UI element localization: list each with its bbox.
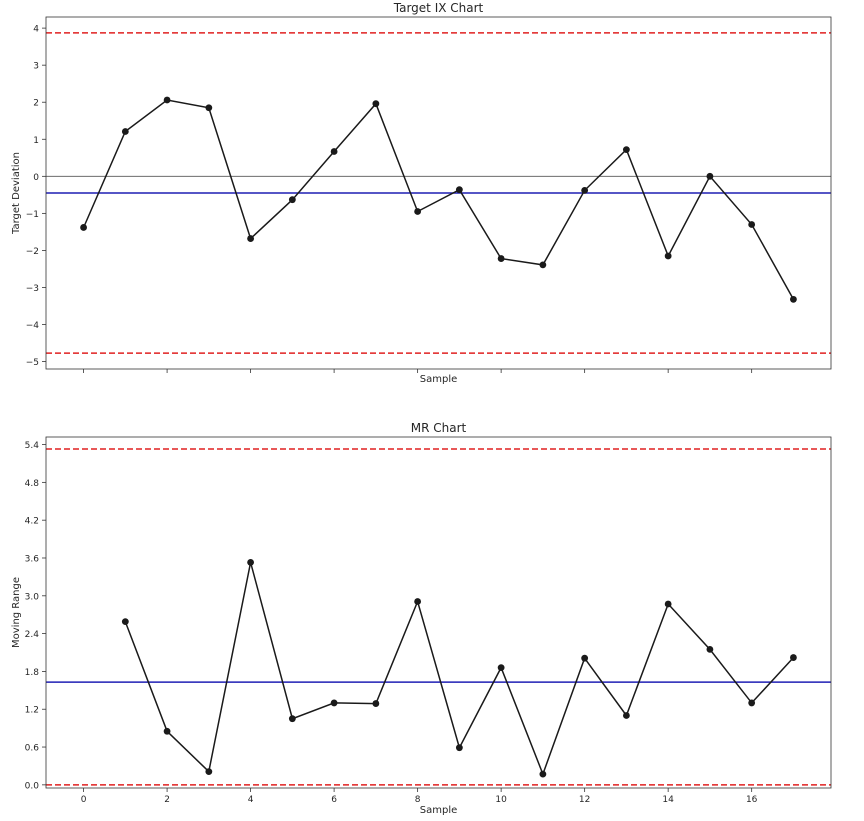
- y-tick-label: 5.4: [25, 441, 40, 451]
- y-tick-label: −1: [26, 210, 39, 220]
- x-tick-label: 10: [495, 795, 507, 805]
- data-point: [372, 100, 380, 108]
- y-tick-label: 1: [33, 136, 39, 146]
- data-point: [706, 645, 714, 653]
- data-point: [455, 186, 463, 194]
- y-tick-label: 0: [33, 173, 39, 183]
- data-point: [121, 618, 129, 626]
- chart-title: Target IX Chart: [393, 1, 484, 15]
- y-axis-label: Target Deviation: [11, 152, 22, 235]
- x-axis-label: Sample: [420, 374, 458, 385]
- plot-marks: −5 −4 −3 −2 −1 0 1 2 3 4: [26, 16, 832, 373]
- data-point: [664, 600, 672, 608]
- data-point: [372, 700, 380, 707]
- data-point: [414, 208, 422, 215]
- plot-marks: 0.0 0.6 1.2 1.8 2.4 3.0 3.6 4.2 4.8 5.4 0 2 4 6 8 10 12 1…: [25, 436, 832, 805]
- data-point: [414, 598, 422, 605]
- data-point: [581, 187, 589, 194]
- axes-frame: [45, 16, 832, 370]
- data-point: [163, 96, 171, 104]
- data-point: [163, 727, 171, 735]
- mr-chart: MR Chart Sample Moving Range 0.0 0.6 1.2 1.…: [11, 421, 832, 816]
- chart-title: MR Chart: [411, 421, 467, 435]
- y-tick-label: 3.0: [25, 592, 40, 602]
- y-tick-label: −5: [26, 358, 39, 368]
- y-tick-label: 1.8: [25, 668, 40, 678]
- x-tick-label: 8: [415, 795, 421, 805]
- data-point: [748, 699, 756, 707]
- data-point: [539, 770, 547, 778]
- data-point: [205, 104, 213, 112]
- data-point: [622, 712, 630, 719]
- data-point: [790, 295, 797, 303]
- y-tick-label: −2: [26, 247, 39, 257]
- x-tick-label: 0: [81, 795, 87, 805]
- axes-frame: [45, 436, 832, 789]
- target-ix-chart: Target IX Chart Sample Target Deviation …: [11, 1, 832, 385]
- data-point: [121, 128, 129, 135]
- x-tick-label: 14: [662, 795, 674, 805]
- y-tick-label: −4: [26, 321, 40, 331]
- y-tick-label: 3.6: [25, 554, 40, 564]
- data-point: [581, 654, 589, 662]
- y-tick-label: 0.6: [25, 744, 40, 754]
- x-tick-label: 6: [331, 795, 337, 805]
- data-point: [706, 172, 714, 180]
- x-tick-label: 16: [746, 795, 758, 805]
- x-tick-label: 12: [579, 795, 590, 805]
- data-series-line: [82, 99, 795, 300]
- data-point: [288, 196, 296, 204]
- data-point: [455, 744, 463, 752]
- data-point: [790, 654, 797, 661]
- y-tick-label: 2.4: [25, 630, 40, 640]
- y-tick-label: −3: [26, 284, 39, 294]
- data-point: [80, 224, 87, 231]
- x-tick-label: 4: [248, 795, 254, 805]
- data-point: [330, 699, 338, 707]
- x-tick-label: 2: [164, 795, 170, 805]
- x-axis-label: Sample: [420, 805, 458, 816]
- y-axis-label: Moving Range: [11, 577, 22, 648]
- data-point: [664, 252, 672, 260]
- data-point: [622, 146, 630, 154]
- data-point: [247, 559, 255, 566]
- data-point: [330, 148, 338, 155]
- data-point: [288, 715, 296, 723]
- y-tick-label: 2: [33, 99, 39, 109]
- data-point: [205, 768, 213, 776]
- y-tick-label: 0.0: [25, 781, 40, 791]
- data-point: [539, 261, 547, 269]
- data-point: [748, 221, 756, 228]
- data-point: [497, 255, 505, 262]
- y-tick-label: 4: [33, 25, 39, 35]
- y-tick-label: 1.2: [25, 706, 39, 716]
- y-tick-label: 4.2: [25, 517, 39, 527]
- y-tick-label: 4.8: [25, 479, 40, 489]
- y-tick-label: 3: [33, 62, 39, 72]
- data-point: [497, 664, 505, 672]
- data-point: [247, 235, 255, 242]
